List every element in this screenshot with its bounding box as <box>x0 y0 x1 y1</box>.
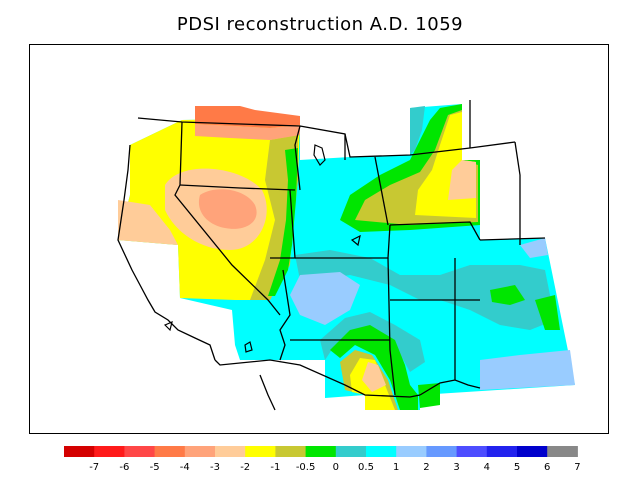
legend-tick-label: -4 <box>180 462 190 473</box>
region-north-red <box>195 106 300 128</box>
legend-swatch <box>335 446 367 457</box>
legend-tick-label: -3 <box>210 462 220 473</box>
legend-tick-label: -6 <box>119 462 129 473</box>
region-south-green-tip <box>418 383 440 408</box>
legend-tick-label: 5 <box>514 462 520 473</box>
political-boundaries <box>117 100 546 411</box>
region-west-peach <box>118 200 178 245</box>
region-north-salmon <box>195 124 300 140</box>
legend-swatch <box>64 446 95 457</box>
region-east-green2 <box>535 295 560 330</box>
legend-swatch <box>124 446 156 457</box>
legend-swatch <box>366 446 397 457</box>
legend-swatch <box>547 446 578 457</box>
region-central-teal <box>295 250 555 330</box>
legend-swatch <box>517 446 548 457</box>
region-east-green <box>490 285 525 305</box>
region-ne-teal <box>410 106 425 155</box>
legend-swatches <box>64 446 578 457</box>
legend-tick-label: -0.5 <box>296 462 316 473</box>
legend-tick-label: -5 <box>150 462 160 473</box>
legend-swatch <box>275 446 307 457</box>
legend-swatch <box>154 446 186 457</box>
region-ne-peach <box>448 160 476 200</box>
legend-tick-label: 7 <box>574 462 580 473</box>
legend-swatch <box>245 446 276 457</box>
region-south-peach <box>362 362 386 392</box>
legend-tick-label: 1 <box>393 462 399 473</box>
map-title: PDSI reconstruction A.D. 1059 <box>176 14 464 35</box>
legend-tick-label: 2 <box>423 462 429 473</box>
region-south-green <box>330 325 418 410</box>
legend-tick-label: 6 <box>544 462 550 473</box>
region-south-teal <box>320 312 425 372</box>
legend-swatch <box>456 446 488 457</box>
legend-swatch <box>426 446 458 457</box>
legend-tick-label: 4 <box>484 462 490 473</box>
legend-tick-label: -7 <box>89 462 99 473</box>
legend-swatch <box>486 446 518 457</box>
region-nw-orange-core <box>198 189 257 229</box>
region-ne-blue <box>520 238 548 258</box>
legend-tick-label: 0.5 <box>358 462 374 473</box>
legend-swatch <box>215 446 246 457</box>
region-nw-green <box>268 148 298 296</box>
legend-swatch <box>94 446 125 457</box>
legend-tick-label: 3 <box>453 462 459 473</box>
lakes <box>163 144 361 353</box>
legend-swatch <box>305 446 337 457</box>
legend-swatch <box>184 446 216 457</box>
region-central-blue <box>290 272 360 325</box>
legend-tick-label: -2 <box>240 462 250 473</box>
region-east-blue <box>480 350 575 390</box>
legend-tick-label: 0 <box>333 462 339 473</box>
legend-labels: -7 -6 -5 -4 -3 -2 -1 -0.5 0 0.5 1 2 3 4 5 6 7 <box>89 462 580 473</box>
legend-swatch <box>396 446 427 457</box>
legend-tick-label: -1 <box>270 462 280 473</box>
